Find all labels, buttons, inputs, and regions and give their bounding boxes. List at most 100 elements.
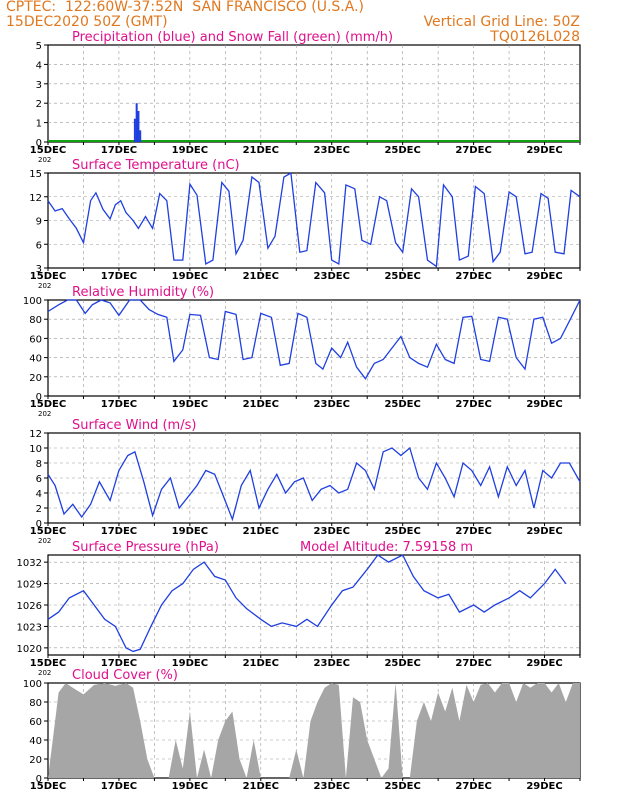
precip-ytick-label: 1 (36, 119, 42, 130)
wind-xtick-label: 23DEC (314, 526, 350, 537)
rh-xtick-label: 21DEC (243, 399, 279, 410)
wind-ytick-label: 0 (36, 519, 42, 530)
header-grid-note: Vertical Grid Line: 50Z (423, 14, 580, 30)
precip-xtick-label: 29DEC (526, 145, 562, 156)
precip-xtick-label: 17DEC (101, 145, 137, 156)
pres-year-label: 202 (38, 669, 51, 677)
rh-xtick-label: 27DEC (455, 399, 491, 410)
rh-ytick-label: 40 (29, 354, 42, 365)
temp-ytick-label: 9 (36, 217, 42, 228)
cloud-xtick-label: 15DEC (30, 781, 66, 792)
cloud-xtick-label: 29DEC (526, 781, 562, 792)
temp-xtick-label: 23DEC (314, 271, 350, 282)
pres-xtick-label: 21DEC (243, 658, 279, 669)
rh-xtick-label: 23DEC (314, 399, 350, 410)
precip-xtick-label: 25DEC (384, 145, 420, 156)
rh-title: Relative Humidity (%) (72, 285, 215, 300)
precip-ytick-label: 4 (36, 60, 42, 71)
pres-xtick-label: 19DEC (172, 658, 208, 669)
rh-line (47, 299, 581, 380)
temp-xtick-label: 21DEC (243, 271, 279, 282)
temp-xtick-label: 17DEC (101, 271, 137, 282)
temp-line (47, 171, 581, 268)
pres-xtick-label: 25DEC (384, 658, 420, 669)
wind-xtick-label: 17DEC (101, 526, 137, 537)
precip-bar (135, 103, 138, 142)
wind-xtick-label: 27DEC (455, 526, 491, 537)
rh-xtick-label: 29DEC (526, 399, 562, 410)
wind-title: Surface Wind (m/s) (72, 418, 197, 433)
temp-panel: 3 6 9 12 15 15DEC 17DEC 19DEC 21DEC 23DEC 25DEC 27D… (29, 169, 581, 290)
cloud-xtick-label: 21DEC (243, 781, 279, 792)
wind-ytick-label: 2 (36, 504, 42, 515)
temp-xtick-label: 27DEC (455, 271, 491, 282)
rh-xtick-label: 17DEC (101, 399, 137, 410)
rh-xtick-label: 25DEC (384, 399, 420, 410)
pres-xtick-label: 29DEC (526, 658, 562, 669)
wind-ytick-label: 10 (29, 444, 42, 455)
pres-title: Surface Pressure (hPa) (72, 540, 219, 555)
temp-title: Surface Temperature (nC) (72, 158, 240, 173)
wind-xtick-label: 15DEC (30, 526, 66, 537)
header-location: CPTEC: 122:60W-37:52N SAN FRANCISCO (U.S… (6, 0, 364, 15)
precip-bar (133, 118, 136, 142)
precip-year-label: 202 (38, 156, 51, 164)
pres-ytick-label: 1032 (17, 558, 42, 569)
cloud-ytick-label: 40 (29, 736, 42, 747)
pres-ytick-label: 1023 (17, 622, 42, 633)
pres-xtick-label: 27DEC (455, 658, 491, 669)
wind-xtick-label: 19DEC (172, 526, 208, 537)
precip-bar (137, 110, 140, 142)
cloud-cover-area (48, 683, 580, 778)
cloud-ytick-label: 100 (23, 679, 42, 690)
wind-xtick-label: 29DEC (526, 526, 562, 537)
header-date: 15DEC2020 50Z (GMT) (6, 14, 168, 30)
temp-xtick-label: 29DEC (526, 271, 562, 282)
rh-ytick-label: 80 (29, 315, 42, 326)
wind-xtick-label: 21DEC (243, 526, 279, 537)
wind-panel: 0 2 4 6 8 10 12 15DEC 17DEC 19DEC 21DEC 23DEC 25DEC 2… (29, 429, 581, 545)
precip-bar (139, 130, 142, 142)
rh-panel: 0 20 40 60 80 100 15DEC 17DEC 19DEC 21DEC 23DEC 25D… (23, 296, 581, 418)
cloud-panel: 0 20 40 60 80 100 15DEC 17DEC 19DEC 21DEC 23DEC 25D… (23, 679, 581, 792)
wind-ytick-label: 8 (36, 459, 42, 470)
cloud-ytick-label: 20 (29, 755, 42, 766)
cloud-xtick-label: 17DEC (101, 781, 137, 792)
temp-ytick-label: 15 (29, 169, 42, 180)
precip-xtick-label: 23DEC (314, 145, 350, 156)
precip-ytick-label: 2 (36, 99, 42, 110)
temp-ytick-label: 6 (36, 240, 42, 251)
rh-ytick-label: 20 (29, 373, 42, 384)
precip-ytick-label: 3 (36, 80, 42, 91)
rh-ytick-label: 0 (36, 392, 42, 403)
precip-ytick-label: 5 (36, 41, 42, 52)
pres-xtick-label: 17DEC (101, 658, 137, 669)
wind-ytick-label: 6 (36, 474, 42, 485)
precip-title: Precipitation (blue) and Snow Fall (gree… (72, 30, 394, 45)
cloud-ytick-label: 60 (29, 717, 42, 728)
cloud-ytick-label: 80 (29, 698, 42, 709)
rh-xtick-label: 19DEC (172, 399, 208, 410)
temp-ytick-label: 3 (36, 264, 42, 275)
precip-xtick-label: 15DEC (30, 145, 66, 156)
pres-line (47, 554, 567, 653)
cloud-xtick-label: 27DEC (455, 781, 491, 792)
pres-xtick-label: 15DEC (30, 658, 66, 669)
temp-xtick-label: 19DEC (172, 271, 208, 282)
cloud-xtick-label: 23DEC (314, 781, 350, 792)
pres-ytick-label: 1020 (17, 644, 42, 655)
precip-xtick-label: 21DEC (243, 145, 279, 156)
header-model-code: TQ0126L028 (490, 29, 580, 45)
pres-ytick-label: 1026 (17, 601, 42, 612)
wind-ytick-label: 4 (36, 489, 42, 500)
precip-xtick-label: 19DEC (172, 145, 208, 156)
cloud-ytick-label: 0 (36, 774, 42, 785)
precip-xtick-label: 27DEC (455, 145, 491, 156)
pres-xtick-label: 23DEC (314, 658, 350, 669)
wind-line (47, 446, 581, 522)
wind-year-label: 202 (38, 537, 51, 545)
wind-xtick-label: 25DEC (384, 526, 420, 537)
rh-ytick-label: 60 (29, 334, 42, 345)
pres-panel: 1020 1023 1026 1029 1032 15DEC 17DEC 19DEC 21DEC… (17, 554, 581, 677)
